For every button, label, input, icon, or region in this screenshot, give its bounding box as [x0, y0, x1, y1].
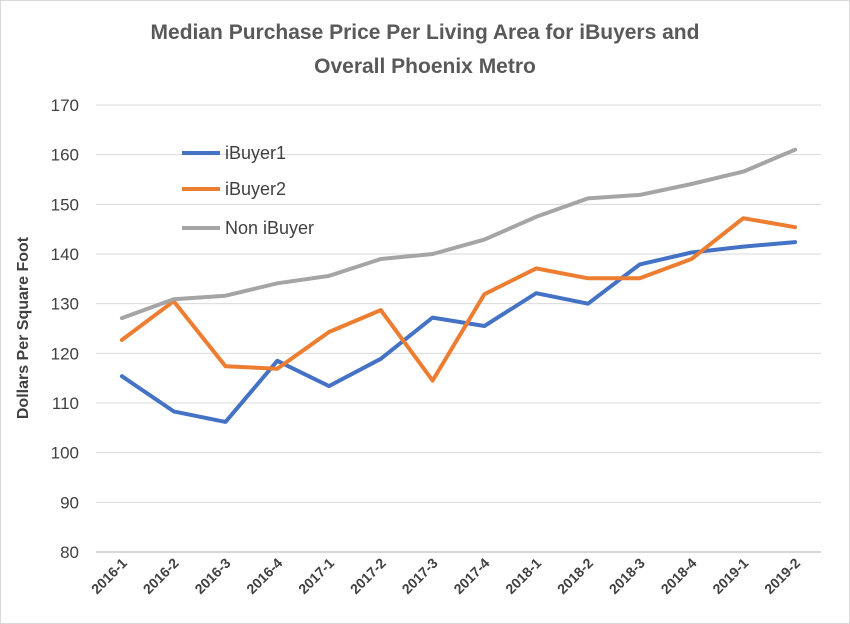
y-axis-ticks: 80 90 100 110 120 130 140 150 160 170 [51, 96, 79, 562]
x-tick-label: 2017-2 [347, 555, 389, 597]
x-tick-label: 2017-3 [399, 555, 441, 597]
x-tick-label: 2016-1 [88, 555, 130, 597]
series-line-ibuyer2 [119, 216, 798, 383]
chart-title-line-2: Overall Phoenix Metro [314, 55, 536, 78]
legend: iBuyer1 iBuyer2 Non iBuyer [182, 143, 314, 238]
x-tick-label: 2018-2 [554, 555, 596, 597]
y-tick-label: 80 [60, 543, 79, 562]
gridlines [96, 104, 821, 503]
x-tick-label: 2018-3 [606, 555, 648, 597]
x-tick-label: 2018-4 [658, 555, 700, 597]
series-lines [119, 147, 798, 424]
y-tick-label: 100 [51, 444, 79, 463]
legend-entry-label: Non iBuyer [225, 218, 314, 238]
y-tick-label: 150 [51, 195, 79, 214]
y-tick-label: 170 [51, 96, 79, 115]
x-axis-ticks: 2016-1 2016-2 2016-3 2016-4 2017-1 2017-2 2017… [88, 555, 804, 597]
x-tick-label: 2017-4 [450, 555, 492, 597]
legend-entry-label: iBuyer2 [225, 179, 286, 199]
y-tick-label: 110 [52, 394, 79, 413]
y-tick-label: 90 [60, 493, 79, 512]
x-tick-label: 2016-2 [140, 555, 182, 597]
x-tick-label: 2018-1 [502, 555, 544, 597]
y-axis-label: Dollars Per Square Foot [15, 236, 32, 419]
chart-title-line-1: Median Purchase Price Per Living Area fo… [151, 21, 700, 44]
y-tick-label: 120 [51, 344, 79, 363]
y-tick-label: 140 [51, 245, 79, 264]
x-tick-label: 2016-3 [191, 555, 233, 597]
x-tick-label: 2019-2 [761, 555, 803, 597]
x-tick-label: 2019-1 [709, 555, 751, 597]
x-tick-label: 2016-4 [243, 555, 285, 597]
x-tick-label: 2017-1 [295, 555, 337, 597]
y-tick-label: 160 [51, 146, 79, 165]
series-line-ibuyer1 [119, 240, 798, 424]
chart-title: Median Purchase Price Per Living Area fo… [151, 21, 700, 78]
legend-entry-label: iBuyer1 [225, 143, 286, 163]
y-tick-label: 130 [51, 295, 79, 314]
series-line-non-ibuyer [119, 147, 798, 321]
